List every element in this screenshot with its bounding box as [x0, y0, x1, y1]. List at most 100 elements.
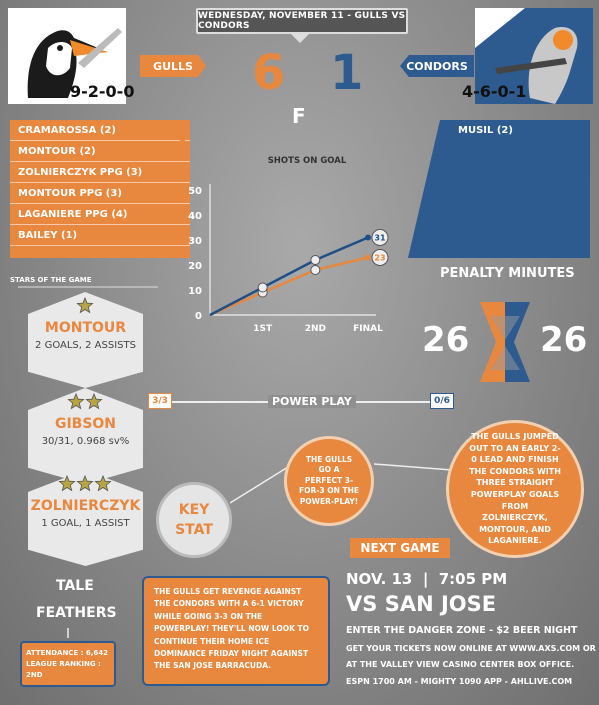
key-stat-label-2: STAT — [175, 522, 213, 538]
star-card: ZOLNIERCZYK 1 GOAL, 1 ASSIST — [28, 492, 143, 566]
chart-series-line — [209, 236, 369, 317]
header-title: WEDNESDAY, NOVEMBER 11 - GULLS VS CONDOR… — [196, 8, 408, 34]
next-game-promo: ENTER THE DANGER ZONE - $2 BEER NIGHT — [346, 625, 578, 636]
star-stat: 30/31, 0.968 sv% — [41, 436, 130, 447]
power-play-gulls: 3/3 — [148, 393, 172, 409]
condors-record: 4-6-0-1 — [462, 82, 527, 101]
goal-entry: MONTOUR PPG (3) — [10, 183, 190, 204]
star-card: GIBSON 30/31, 0.968 sv% — [28, 410, 143, 484]
seagull-icon — [8, 8, 126, 104]
chart-point — [310, 255, 321, 265]
condors-tag: CONDORS — [400, 55, 474, 77]
penalty-title: PENALTY MINUTES — [440, 266, 575, 281]
condor-icon — [475, 8, 593, 104]
star-icon — [85, 392, 103, 410]
shots-chart: 0 10 20 30 40 50 1ST 2ND FINAL 23 31 — [188, 184, 389, 334]
tale-tick — [67, 628, 69, 638]
gulls-goals-panel: CRAMAROSSA (2) MONTOUR (2) ZOLNIERCZYK PPG… — [10, 120, 190, 258]
goal-entry: MUSIL (2) — [458, 125, 513, 136]
recap-text: THE GULLS GET REVENGE AGAINST THE CONDOR… — [154, 587, 309, 671]
tale-title-2: FEATHERS — [36, 605, 117, 621]
chart-end-label: 31 — [374, 234, 386, 243]
condors-goal-list: MUSIL (2) — [440, 120, 590, 141]
next-game-label: NEXT GAME — [350, 538, 450, 558]
recap-bubble-text: THE GULLS JUMPED OUT TO AN EARLY 2-0 LEA… — [469, 432, 561, 546]
chart-end-label: 23 — [374, 254, 385, 263]
penalty-condors: 26 — [540, 320, 588, 360]
condors-logo — [475, 8, 593, 104]
goal-entry: CRAMAROSSA (2) — [10, 120, 190, 141]
chart-x-tick-label: 1ST — [253, 324, 273, 334]
star-stat: 1 GOAL, 1 ASSIST — [41, 518, 130, 529]
star-badge — [28, 388, 143, 410]
chart-end-point — [365, 234, 371, 241]
header-notch — [290, 33, 310, 43]
chart-end-label-bubble — [371, 249, 389, 266]
chart-title: SHOTS ON GOAL — [267, 156, 347, 166]
gulls-goal-list: CRAMAROSSA (2) MONTOUR (2) ZOLNIERCZYK PPG… — [10, 120, 190, 246]
star-badge-shape — [28, 292, 143, 314]
tickets-line-1: GET YOUR TICKETS NOW ONLINE AT WWW.AXS.C… — [346, 644, 596, 653]
attendance: ATTENDANCE : 6,642 — [26, 649, 109, 657]
gulls-tag: GULLS — [140, 55, 206, 77]
power-play-condors: 0/6 — [430, 393, 454, 409]
star-icon — [76, 474, 94, 492]
chart-end-label-bubble — [371, 229, 389, 246]
hourglass-icon — [480, 302, 530, 382]
chart-end-point — [365, 254, 371, 261]
next-game-date: NOV. 13 | 7:05 PM — [346, 570, 508, 588]
tale-title-1: TALE — [56, 578, 94, 594]
key-stat-connector — [230, 466, 289, 504]
chart-series-line — [209, 256, 369, 317]
star-name: ZOLNIERCZYK — [30, 498, 141, 514]
star-badge-shape — [28, 388, 143, 410]
key-stat-label-1: KEY — [178, 502, 210, 518]
gulls-record: 9-2-0-0 — [70, 82, 135, 101]
game-status: F — [292, 104, 306, 128]
gulls-goal-edge — [180, 120, 190, 160]
star-card: MONTOUR 2 GOALS, 2 ASSISTS — [28, 314, 143, 388]
chart-point — [310, 265, 321, 275]
penalty-gulls: 26 — [422, 320, 470, 360]
star-badge-shape — [28, 470, 143, 492]
chart-y-tick-label: 40 — [188, 211, 202, 222]
gulls-score: 6 — [252, 45, 286, 101]
goal-entry: BAILEY (1) — [10, 225, 190, 246]
star-icon — [58, 474, 76, 492]
power-play-label: POWER PLAY — [268, 395, 356, 408]
goal-entry: MONTOUR (2) — [10, 141, 190, 162]
goal-entry: ZOLNIERCZYK PPG (3) — [10, 162, 190, 183]
gulls-logo — [8, 8, 126, 104]
league-ranking: LEAGUE RANKING : 2ND — [26, 660, 101, 680]
condors-goals-panel: MUSIL (2) — [440, 120, 590, 258]
next-game-opponent: VS SAN JOSE — [346, 592, 497, 616]
star-icon — [67, 392, 85, 410]
chart-y-tick-label: 0 — [195, 311, 202, 322]
key-stat-circle: KEY STAT — [156, 482, 232, 558]
chart-y-tick-label: 10 — [188, 286, 202, 297]
chart-point — [257, 282, 268, 293]
star-stat: 2 GOALS, 2 ASSISTS — [35, 340, 136, 351]
tale-stats-box: ATTENDANCE : 6,642 LEAGUE RANKING : 2ND — [20, 641, 116, 687]
star-icon — [94, 474, 112, 492]
star-icon — [76, 296, 94, 314]
stars-label: STARS OF THE GAME — [10, 276, 92, 284]
chart-y-tick-label: 30 — [188, 236, 202, 247]
goal-entry: LAGANIERE PPG (4) — [10, 204, 190, 225]
star-name: MONTOUR — [44, 320, 127, 336]
key-stat-text: THE GULLS GO A PERFECT 3-FOR-3 ON THE PO… — [299, 454, 359, 506]
chart-y-tick-label: 20 — [188, 261, 202, 272]
star-badge — [28, 470, 143, 492]
radio-line: ESPN 1700 AM - MIGHTY 1090 APP - AHLLIVE… — [346, 677, 573, 686]
star-badge — [28, 292, 143, 314]
condors-score: 1 — [330, 45, 364, 101]
chart-x-tick-label: FINAL — [353, 324, 383, 334]
recap-bubble: THE GULLS JUMPED OUT TO AN EARLY 2-0 LEA… — [446, 420, 584, 558]
recap-box: THE GULLS GET REVENGE AGAINST THE CONDOR… — [142, 576, 330, 686]
stars-divider — [18, 286, 158, 288]
chart-x-tick-label: 2ND — [305, 324, 326, 334]
tickets-line-2: AT THE VALLEY VIEW CASINO CENTER BOX OFF… — [346, 660, 575, 669]
key-stat-bubble: THE GULLS GO A PERFECT 3-FOR-3 ON THE PO… — [284, 436, 374, 526]
star-name: GIBSON — [54, 416, 117, 432]
chart-y-tick-label: 50 — [188, 186, 202, 197]
